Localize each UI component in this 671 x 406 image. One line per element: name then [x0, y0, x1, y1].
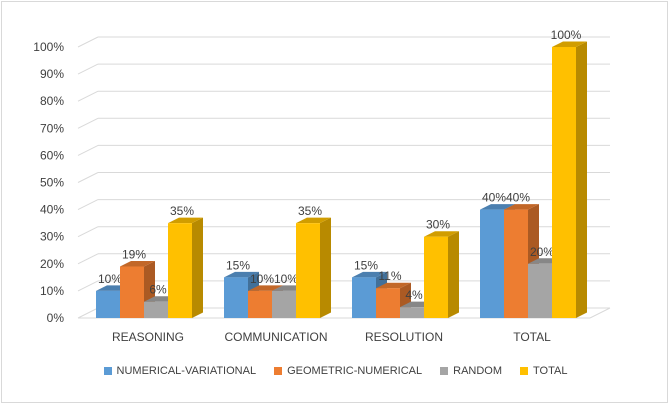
data-label: 10% [274, 272, 298, 286]
legend: NUMERICAL-VARIATIONAL GEOMETRIC-NUMERICAL… [0, 360, 671, 382]
bar-top [168, 217, 203, 224]
y-tick-label: 40% [40, 203, 64, 217]
x-category-label: TOTAL [513, 330, 551, 344]
legend-label: RANDOM [453, 365, 503, 377]
legend-item: NUMERICAL-VARIATIONAL [103, 365, 257, 377]
data-label: 10% [98, 272, 122, 286]
y-tick-label: 60% [40, 148, 64, 162]
bar-front [352, 277, 376, 318]
legend-label: TOTAL [533, 365, 568, 377]
bar-front [480, 209, 504, 318]
bar [552, 41, 587, 318]
data-label: 6% [149, 283, 167, 297]
y-tick-label: 10% [40, 284, 64, 298]
bar-side [576, 41, 587, 318]
bar-top [120, 261, 155, 267]
legend-item: RANDOM [440, 365, 502, 377]
y-tick-label: 100% [33, 40, 64, 54]
y-tick-label: 70% [40, 121, 64, 135]
gridline-side [77, 172, 99, 183]
data-label: 100% [551, 28, 582, 42]
legend-swatch [103, 367, 112, 375]
bar-chart: 0%10%20%30%40%50%60%70%80%90%100%10%19%6… [33, 28, 611, 344]
y-tick-label: 90% [40, 67, 64, 81]
bar [296, 217, 331, 318]
legend-swatch [520, 367, 529, 375]
data-label: 10% [250, 272, 274, 286]
data-label: 30% [426, 218, 450, 232]
bar-top [504, 204, 539, 210]
x-category-label: REASONING [112, 330, 184, 344]
data-label: 20% [530, 245, 554, 259]
legend-item: GEOMETRIC-NUMERICAL [274, 365, 422, 377]
y-tick-label: 30% [40, 230, 64, 244]
gridline-side [77, 63, 99, 75]
gridline-side [77, 199, 99, 211]
x-category-label: COMMUNICATION [224, 330, 327, 344]
bar-front [528, 263, 552, 318]
data-label: 35% [170, 204, 194, 218]
bar-side [192, 217, 203, 318]
data-label: 35% [298, 204, 322, 218]
legend-label: GEOMETRIC-NUMERICAL [287, 365, 423, 377]
gridline-side [77, 307, 99, 319]
bar-front [144, 301, 168, 318]
bar-top [248, 285, 283, 291]
bar-front [504, 209, 528, 318]
bar-top [552, 41, 587, 47]
data-label: 4% [405, 288, 423, 302]
data-label: 40% [506, 191, 530, 205]
gridline-side [77, 253, 99, 265]
data-label: 15% [354, 258, 378, 272]
y-tick-label: 0% [47, 311, 65, 325]
data-label: 19% [122, 248, 146, 262]
bar-front [376, 288, 400, 318]
gridline-side [77, 90, 99, 102]
bar-front [424, 236, 448, 318]
bar-top [352, 271, 387, 278]
gridline-side [77, 36, 99, 48]
data-label: 40% [482, 191, 506, 205]
bar-front [120, 266, 144, 318]
bar-front [552, 47, 576, 318]
bar-front [272, 290, 296, 318]
bar-top [480, 204, 515, 210]
gridline-side [77, 280, 99, 292]
legend-swatch [440, 367, 449, 375]
y-tick-label: 20% [40, 257, 64, 271]
legend-swatch [274, 367, 283, 375]
bar-front [224, 277, 248, 318]
bar [168, 217, 203, 318]
data-label: 15% [226, 258, 250, 272]
bar-side [320, 217, 331, 318]
gridline-side [77, 144, 99, 156]
bar-front [296, 223, 320, 318]
legend-item: TOTAL [520, 365, 567, 377]
bar-front [248, 290, 272, 318]
y-tick-label: 50% [40, 176, 64, 190]
bar [424, 231, 459, 318]
x-category-label: RESOLUTION [365, 330, 443, 344]
floor-edge-side [589, 307, 611, 319]
legend-label: NUMERICAL-VARIATIONAL [116, 365, 257, 377]
bar-side [448, 231, 459, 318]
bar-front [168, 223, 192, 318]
bar-top [224, 271, 259, 278]
data-label: 11% [378, 269, 401, 283]
bar-top [424, 231, 459, 237]
bar-front [96, 290, 120, 318]
gridline-side [77, 226, 99, 238]
gridline-side [77, 117, 99, 129]
bar-top [376, 282, 411, 289]
bar-top [296, 217, 331, 224]
bar-front [400, 307, 424, 318]
y-tick-label: 80% [40, 94, 64, 108]
